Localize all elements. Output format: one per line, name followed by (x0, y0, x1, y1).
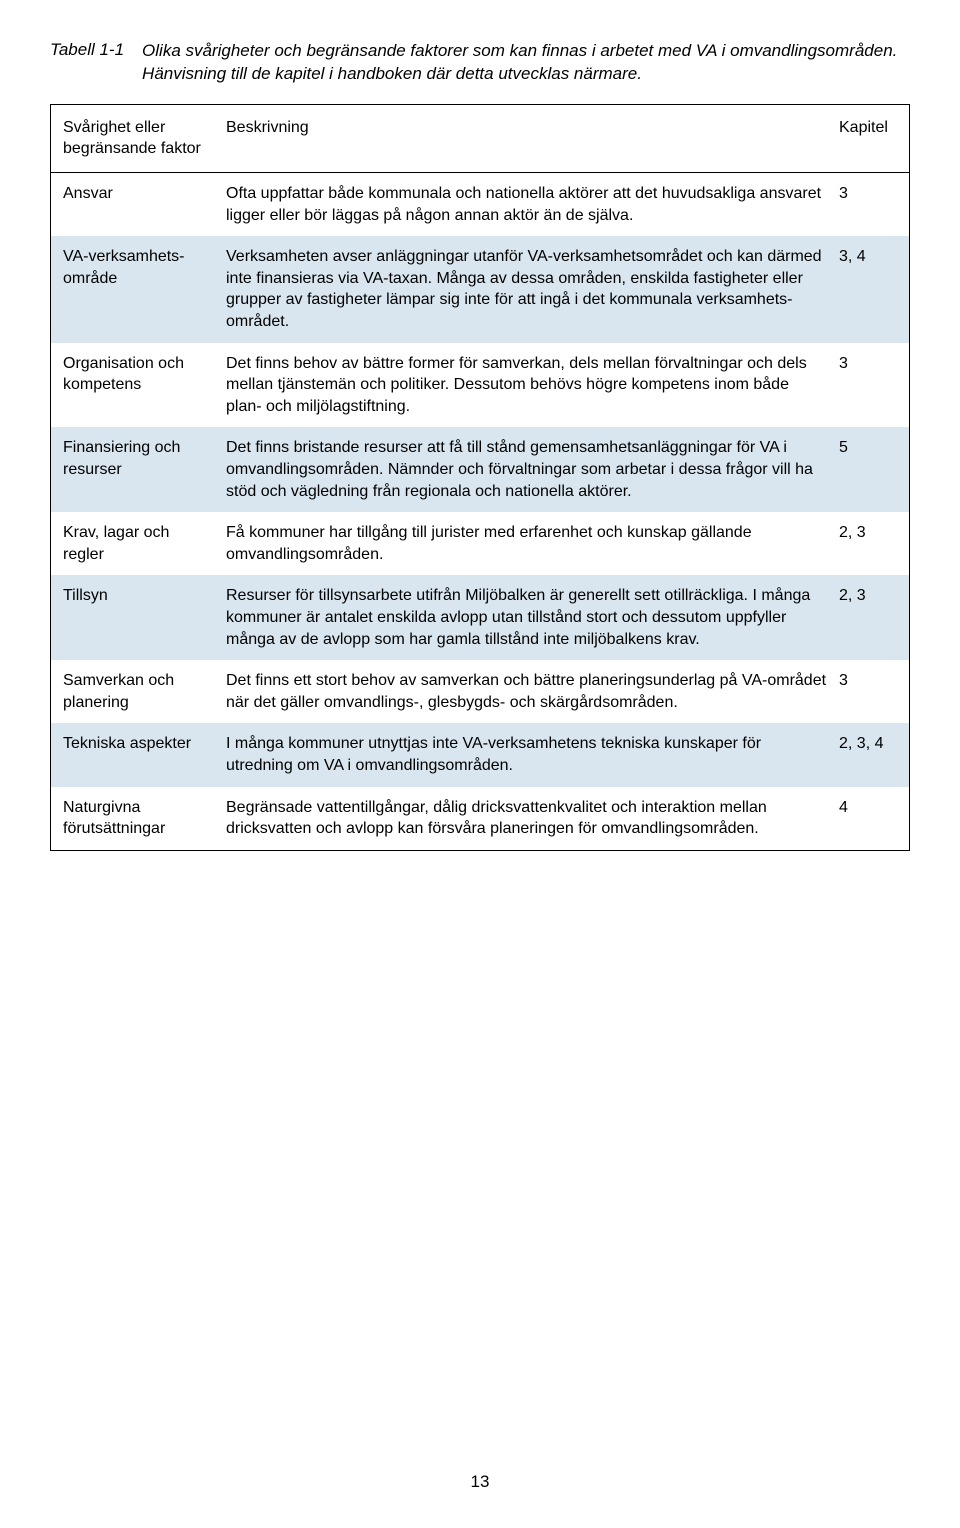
cell-kapitel: 2, 3 (839, 575, 909, 660)
table-row: Samverkan och planeringDet finns ett sto… (51, 660, 909, 723)
cell-description: Ofta uppfattar både kommunala och nation… (226, 173, 839, 236)
cell-kapitel: 2, 3, 4 (839, 723, 909, 786)
table-header-row: Svårighet eller begränsande faktor Beskr… (51, 105, 909, 173)
caption-text: Olika svårigheter och begränsande faktor… (142, 40, 910, 86)
table-caption: Tabell 1-1 Olika svårigheter och begräns… (50, 40, 910, 86)
cell-factor: Organisation och kompetens (51, 343, 226, 428)
header-factor: Svårighet eller begränsande faktor (51, 105, 226, 172)
header-kapitel: Kapitel (839, 105, 909, 172)
cell-factor: Tekniska aspekter (51, 723, 226, 786)
cell-factor: Finansiering och resurser (51, 427, 226, 512)
cell-factor: Ansvar (51, 173, 226, 236)
cell-kapitel: 3 (839, 173, 909, 236)
cell-description: Det finns ett stort behov av samverkan o… (226, 660, 839, 723)
cell-kapitel: 2, 3 (839, 512, 909, 575)
cell-factor: Naturgivna förutsättningar (51, 787, 226, 850)
caption-label: Tabell 1-1 (50, 40, 124, 86)
table-row: VA-verksamhets-områdeVerksamheten avser … (51, 236, 909, 342)
cell-kapitel: 3, 4 (839, 236, 909, 342)
cell-kapitel: 4 (839, 787, 909, 850)
difficulties-table: Svårighet eller begränsande faktor Beskr… (50, 104, 910, 851)
header-desc: Beskrivning (226, 105, 839, 172)
table-row: Naturgivna förutsättningarBegränsade vat… (51, 787, 909, 850)
page-number: 13 (0, 1472, 960, 1492)
cell-factor: Krav, lagar och regler (51, 512, 226, 575)
table-row: AnsvarOfta uppfattar både kommunala och … (51, 173, 909, 236)
table-row: Finansiering och resurserDet finns brist… (51, 427, 909, 512)
cell-description: Resurser för tillsynsarbete utifrån Milj… (226, 575, 839, 660)
cell-description: Det finns bristande resurser att få till… (226, 427, 839, 512)
table-row: Krav, lagar och reglerFå kommuner har ti… (51, 512, 909, 575)
table-row: TillsynResurser för tillsynsarbete utifr… (51, 575, 909, 660)
table-row: Tekniska aspekterI många kommuner utnytt… (51, 723, 909, 786)
cell-description: Begränsade vattentillgångar, dålig drick… (226, 787, 839, 850)
cell-kapitel: 3 (839, 343, 909, 428)
cell-factor: Samverkan och planering (51, 660, 226, 723)
table-row: Organisation och kompetensDet finns beho… (51, 343, 909, 428)
cell-kapitel: 5 (839, 427, 909, 512)
cell-factor: VA-verksamhets-område (51, 236, 226, 342)
cell-description: I många kommuner utnyttjas inte VA-verks… (226, 723, 839, 786)
cell-factor: Tillsyn (51, 575, 226, 660)
cell-description: Verksamheten avser anläggningar utanför … (226, 236, 839, 342)
cell-description: Det finns behov av bättre former för sam… (226, 343, 839, 428)
cell-description: Få kommuner har tillgång till jurister m… (226, 512, 839, 575)
cell-kapitel: 3 (839, 660, 909, 723)
